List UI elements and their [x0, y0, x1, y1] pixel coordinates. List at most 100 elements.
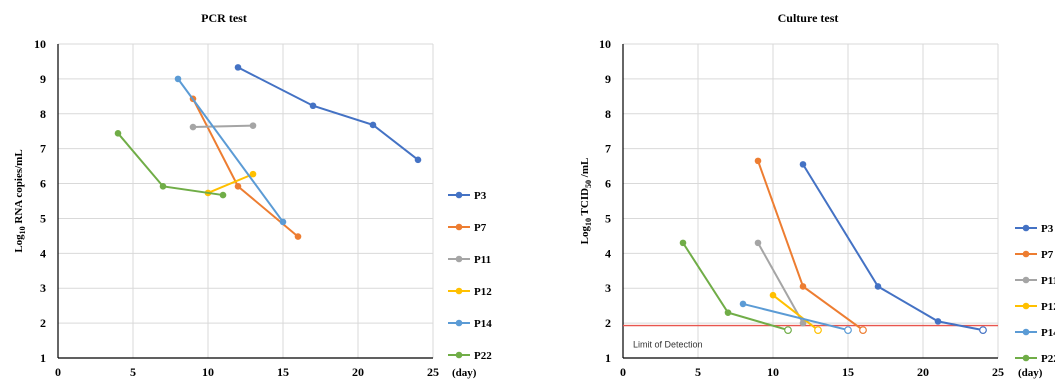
data-point-p22	[784, 326, 792, 334]
data-point-p22	[724, 309, 732, 316]
legend-label: P14	[1041, 327, 1055, 339]
chart-title: Culture test	[778, 11, 839, 25]
legend-swatch-marker	[455, 351, 463, 359]
data-point-p7	[754, 157, 762, 165]
y-axis-label-part: Log	[579, 226, 591, 245]
y-axis-label: Log10 RNA copies/mL	[13, 149, 27, 252]
x-tick-label: 25	[427, 365, 439, 379]
x-tick-label: 5	[695, 365, 701, 379]
data-point-p22	[159, 183, 167, 190]
data-point-p3	[799, 161, 807, 168]
data-point-p3	[414, 156, 422, 164]
y-axis-label-part: Log	[13, 234, 25, 253]
legend-label: P3	[474, 190, 487, 202]
y-tick-label: 3	[605, 281, 611, 295]
y-tick-label: 3	[40, 281, 46, 295]
x-tick-label: 25	[992, 365, 1004, 379]
legend-label: P14	[474, 318, 492, 330]
y-tick-label: 1	[605, 351, 611, 365]
y-axis-label-part: RNA copies/mL	[13, 149, 25, 226]
legend-swatch-marker	[1022, 250, 1030, 258]
series-line-p22	[682, 242, 789, 332]
x-tick-label: 5	[130, 365, 136, 379]
data-point-p11	[189, 123, 197, 131]
data-point-p3	[234, 64, 242, 71]
data-point-p22	[219, 191, 227, 199]
data-point-p22	[114, 130, 122, 137]
data-point-p11	[799, 319, 807, 327]
legend-swatch-marker	[455, 319, 463, 327]
legend-swatch-marker	[1022, 276, 1030, 284]
legend-swatch-marker	[455, 287, 463, 295]
pcr-test-chart: PCR test 1 2 3 4 5 6 7 8 9 10 0 5 10 15 20 25 (day) Log10 …	[13, 11, 492, 379]
legend-swatch-marker	[1022, 224, 1030, 232]
data-point-p7	[859, 326, 867, 334]
data-point-p7	[234, 183, 242, 190]
legend-label: P11	[474, 254, 491, 266]
y-axis-label: Log10 TCID50 /mL	[579, 158, 593, 245]
data-point-p12	[249, 170, 257, 178]
data-point-p7	[799, 283, 807, 290]
y-tick-label: 8	[40, 107, 46, 121]
y-tick-label: 8	[605, 107, 611, 121]
series-line-p12	[772, 294, 819, 331]
limit-of-detection-label: Limit of Detection	[633, 340, 703, 350]
series-line-p14	[177, 78, 284, 223]
data-point-p12	[769, 291, 777, 299]
x-tick-label: 20	[352, 365, 364, 379]
legend-swatch-marker	[1022, 354, 1030, 362]
series-line-p11	[757, 242, 804, 324]
x-tick-label: 10	[767, 365, 779, 379]
series-line-p7	[757, 160, 864, 331]
legend-label: P7	[1041, 249, 1054, 261]
x-tick-label: 20	[917, 365, 929, 379]
legend-label: P12	[1041, 301, 1055, 313]
data-point-p3	[979, 326, 987, 334]
data-point-p11	[249, 122, 257, 129]
legend-swatch-marker	[455, 191, 463, 199]
y-tick-label: 2	[605, 316, 611, 330]
y-tick-label: 10	[34, 37, 46, 51]
data-point-p7	[294, 233, 302, 240]
y-tick-label: 4	[40, 246, 46, 260]
y-tick-label: 5	[605, 211, 611, 225]
x-tick-label: 0	[620, 365, 626, 379]
series-line-p11	[192, 124, 254, 129]
legend-label: P11	[1041, 275, 1055, 287]
legend-label: P22	[474, 350, 492, 362]
legend-label: P7	[474, 222, 487, 234]
series-line-p14	[742, 302, 849, 332]
data-point-p11	[754, 239, 762, 247]
x-tick-label: 0	[55, 365, 61, 379]
data-point-p12	[814, 326, 822, 334]
y-tick-label: 9	[605, 72, 611, 86]
y-axis-label-part: /mL	[579, 158, 591, 180]
y-axis-label-subscript: 10	[584, 218, 593, 226]
series-line-p3	[802, 163, 984, 332]
data-point-p14	[739, 300, 747, 308]
data-point-p14	[279, 218, 287, 226]
x-axis-label: (day)	[1018, 367, 1043, 379]
legend-label: P12	[474, 286, 492, 298]
data-point-p14	[844, 326, 852, 334]
chart-title: PCR test	[201, 11, 247, 25]
data-point-p22	[679, 239, 687, 247]
legend-swatch-marker	[455, 223, 463, 231]
data-point-p3	[309, 102, 317, 110]
y-tick-label: 10	[599, 37, 611, 51]
x-tick-label: 15	[842, 365, 854, 379]
y-tick-label: 2	[40, 316, 46, 330]
data-point-p3	[874, 283, 882, 290]
y-tick-label: 7	[40, 142, 46, 156]
legend-label: P22	[1041, 353, 1055, 365]
series-line-p22	[117, 132, 224, 197]
y-tick-label: 6	[605, 177, 611, 191]
data-point-p3	[369, 121, 377, 129]
y-tick-label: 7	[605, 142, 611, 156]
y-tick-label: 5	[40, 211, 46, 225]
data-point-p3	[934, 318, 942, 325]
y-tick-label: 1	[40, 351, 46, 365]
y-tick-label: 4	[605, 246, 611, 260]
legend-swatch-marker	[455, 255, 463, 263]
